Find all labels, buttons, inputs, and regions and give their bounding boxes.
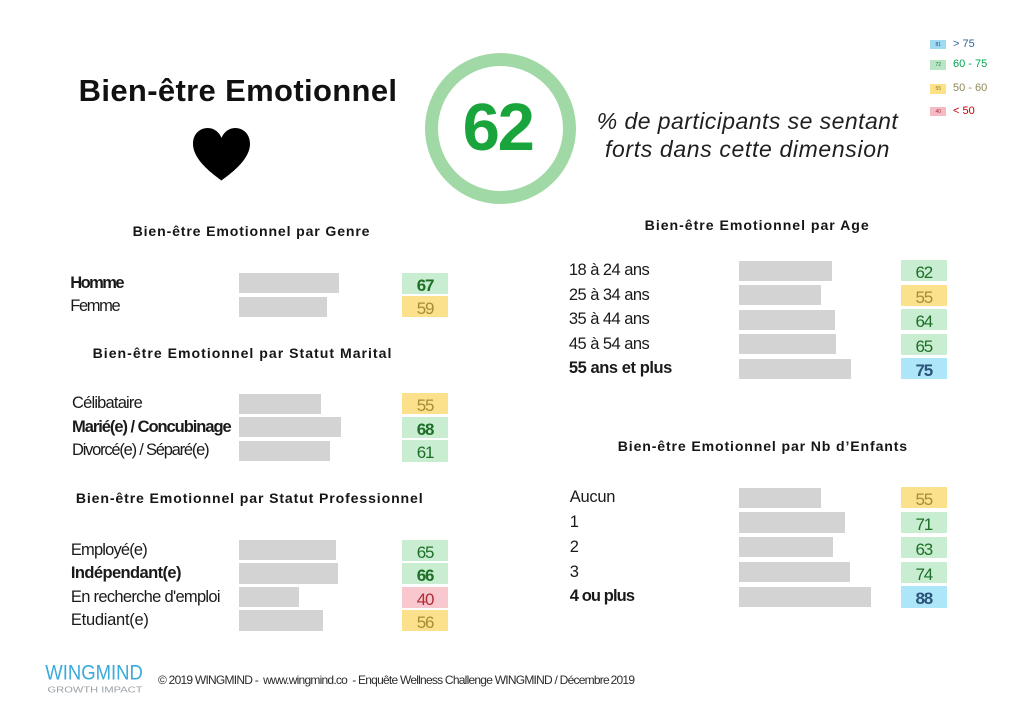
svg-text:WINGMIND: WINGMIND (45, 662, 143, 685)
svg-text:GROWTH IMPACT: GROWTH IMPACT (48, 686, 143, 695)
